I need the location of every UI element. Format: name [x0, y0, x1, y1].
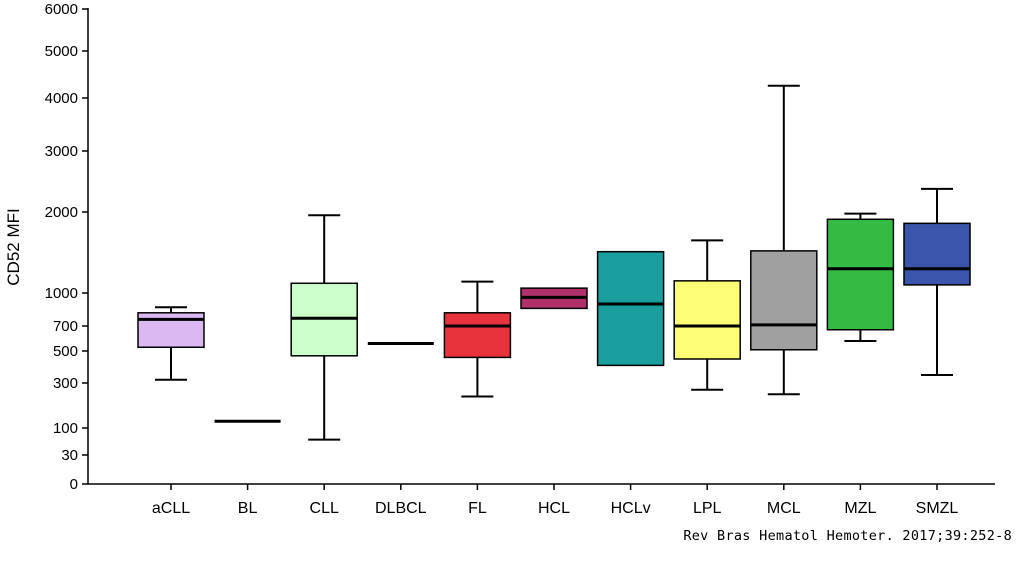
box-body	[750, 250, 818, 351]
x-tick-label: HCLv	[611, 500, 651, 517]
y-tick-label: 500	[53, 343, 78, 360]
y-tick-label: 3000	[45, 143, 78, 160]
box-hclv	[596, 250, 665, 367]
y-tick-label: 4000	[45, 90, 78, 107]
box-body	[596, 250, 665, 367]
x-tick-label: LPL	[693, 500, 722, 517]
x-tick-label: HCL	[538, 500, 570, 517]
x-tick-label: FL	[468, 500, 487, 517]
y-tick-label: 30	[61, 447, 78, 464]
box-hcl	[520, 287, 588, 310]
y-tick-label: 100	[53, 420, 78, 437]
box-lpl	[673, 239, 741, 391]
x-tick-label: SMZL	[916, 500, 959, 517]
y-tick-label: 2000	[45, 204, 78, 221]
box-body	[673, 280, 741, 360]
box-body	[903, 222, 971, 286]
y-tick-label: 0	[70, 476, 78, 493]
axes: 0 30 100 300 500 700 1000 2000 3000 4000 5000 6000 a…	[45, 1, 995, 517]
x-tick-label: DLBCL	[375, 500, 427, 517]
x-tick-label: MZL	[844, 500, 876, 517]
box-body	[443, 312, 512, 359]
y-tick-label: 1000	[45, 285, 78, 302]
x-tick-label: BL	[238, 500, 258, 517]
box-smzl	[903, 187, 971, 376]
x-tick-label: MCL	[767, 500, 801, 517]
y-tick-label: 5000	[45, 43, 78, 60]
y-tick-label: 300	[53, 375, 78, 392]
y-tick-label: 6000	[45, 1, 78, 18]
box-mzl	[826, 212, 895, 342]
box-acll	[137, 306, 205, 381]
x-tick-label: CLL	[310, 500, 339, 517]
x-tick-label: aCLL	[152, 500, 190, 517]
box-mcl	[750, 84, 818, 396]
boxes	[137, 84, 971, 441]
y-axis-title: CD52 MFI	[4, 208, 23, 285]
box-body	[826, 218, 895, 331]
box-cll	[290, 214, 358, 441]
box-fl	[443, 280, 512, 398]
y-tick-label: 700	[53, 318, 78, 335]
citation-text: Rev Bras Hematol Hemoter. 2017;39:252-8	[683, 528, 1012, 544]
